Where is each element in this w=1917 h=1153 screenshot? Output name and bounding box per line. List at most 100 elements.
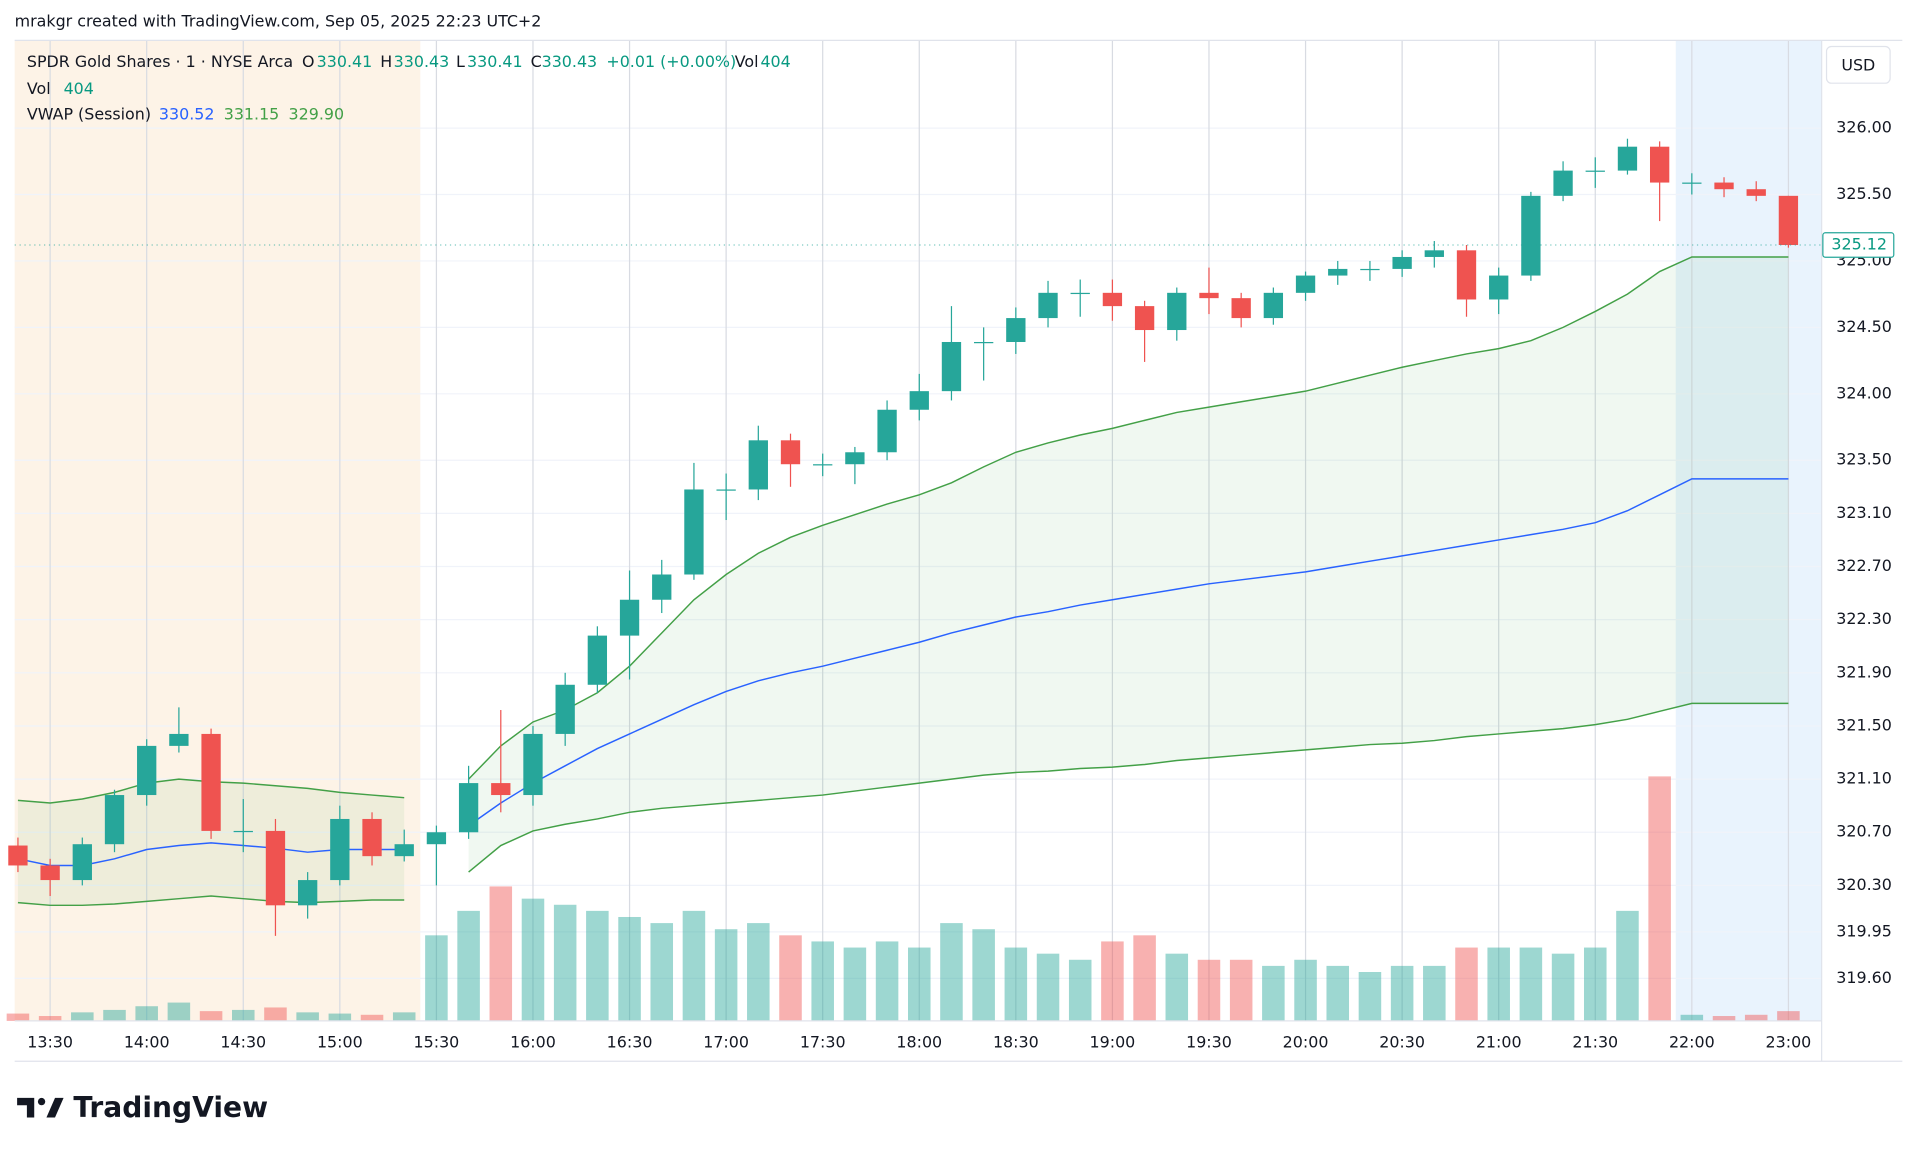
candle-body (813, 464, 833, 466)
volume-bar (843, 947, 867, 1021)
candles (8, 138, 1799, 936)
volume-bar (1294, 959, 1317, 1021)
candle-body (104, 795, 125, 845)
candle-body (1360, 268, 1380, 271)
volume-bar (1680, 1014, 1704, 1021)
ohlc-label: C (531, 52, 542, 71)
currency[interactable]: USD (1841, 56, 1875, 75)
ohlc-label: O (302, 52, 315, 71)
volume-bar (167, 1002, 191, 1021)
x-tick-label: 15:00 (317, 1032, 363, 1051)
volume-value: 404 (760, 52, 790, 71)
candle-body (1553, 170, 1573, 196)
axes: 326.00325.50325.00324.50324.00323.50323.… (14, 118, 1895, 1051)
candle-body (1649, 146, 1670, 183)
logo-mark (37, 1097, 46, 1106)
y-tick-label: 320.70 (1836, 822, 1892, 841)
x-tick-label: 22:00 (1669, 1032, 1715, 1051)
volume-bar (650, 923, 674, 1021)
x-tick-label: 17:30 (800, 1032, 846, 1051)
candle-body (1585, 170, 1605, 172)
volume-bar (71, 1012, 94, 1021)
volume-bar (779, 935, 802, 1021)
volume-bar (1551, 953, 1575, 1021)
volume-pane (6, 776, 1800, 1021)
logo-mark (46, 1097, 64, 1118)
volume-bar (1616, 910, 1639, 1021)
volume-bar (1197, 959, 1221, 1021)
volume-bar (103, 1009, 126, 1021)
candle-body (652, 574, 672, 600)
volume-bar (586, 910, 609, 1021)
volume-bar (1390, 965, 1414, 1021)
x-tick-label: 16:00 (510, 1032, 556, 1051)
candle-body (587, 635, 608, 685)
candle-body (1392, 256, 1412, 269)
brand: TradingView (73, 1091, 268, 1124)
candle-body (1714, 182, 1734, 190)
vwap-lower-band (17, 702, 1789, 907)
indicator-name: VWAP (Session) (27, 104, 151, 123)
change: +0.01 (+0.00%) (606, 52, 736, 71)
currency-box[interactable] (1825, 45, 1891, 84)
ohlc-value: 330.43 (394, 52, 450, 71)
candle-body (780, 440, 801, 465)
volume-bar (940, 923, 963, 1021)
y-tick-label: 319.95 (1836, 921, 1892, 940)
volume-bar (489, 886, 513, 1021)
y-tick-label: 325.50 (1836, 184, 1892, 203)
y-tick-label: 323.50 (1836, 450, 1892, 469)
volume-bar (1487, 947, 1510, 1021)
volume-pane-value: 404 (64, 79, 94, 98)
volume-bar (521, 898, 545, 1021)
volume-bar (360, 1014, 384, 1021)
symbol-title: SPDR Gold Shares · 1 · NYSE Arca (27, 52, 293, 71)
candle-body (909, 391, 929, 410)
y-tick-label: 320.30 (1836, 875, 1892, 894)
volume-bar (1101, 941, 1124, 1021)
y-tick-label: 322.70 (1836, 556, 1892, 575)
y-tick-label: 321.10 (1836, 769, 1892, 788)
candle-body (1199, 292, 1219, 299)
last-price-label: 325.12 (1831, 235, 1887, 254)
volume-bar (553, 904, 577, 1021)
volume-bar (1423, 965, 1446, 1021)
volume-bar (1133, 935, 1156, 1021)
candle-body (1521, 195, 1541, 276)
legend: SPDR Gold Shares · 1 · NYSE Arca O 330.4… (27, 52, 791, 124)
y-tick-label: 321.50 (1836, 715, 1892, 734)
candle-body (1489, 275, 1509, 300)
indicator-value: 331.15 (224, 104, 280, 123)
volume-bar (747, 923, 770, 1021)
candle-body (619, 599, 640, 636)
candle-body (684, 489, 704, 575)
candle-body (458, 783, 479, 833)
volume-bar (328, 1013, 352, 1021)
candle-body (491, 783, 511, 796)
volume-bar (1358, 972, 1382, 1021)
x-tick-label: 20:30 (1379, 1032, 1425, 1051)
y-tick-label: 322.30 (1836, 609, 1892, 628)
brand-logo: TradingView (17, 1091, 268, 1124)
x-tick-label: 17:00 (703, 1032, 749, 1051)
candle-body (1038, 292, 1058, 319)
x-tick-label: 16:30 (607, 1032, 653, 1051)
candle-body (1682, 182, 1702, 184)
x-tick-label: 21:00 (1476, 1032, 1522, 1051)
volume-bar (1068, 959, 1092, 1021)
volume-bar (908, 947, 931, 1021)
volume-bar (457, 910, 480, 1021)
candle-body (1456, 250, 1477, 300)
candle-body (1102, 292, 1123, 307)
candle-body (555, 684, 575, 734)
x-tick-label: 15:30 (414, 1032, 460, 1051)
candle-body (233, 830, 253, 833)
volume-bar (1036, 953, 1060, 1021)
volume-bar (1744, 1014, 1768, 1021)
vwap-indicator (17, 256, 1789, 907)
candle-body (845, 452, 865, 465)
candle-body (394, 844, 414, 857)
x-tick-label: 18:00 (896, 1032, 942, 1051)
candle-body (1295, 275, 1316, 293)
